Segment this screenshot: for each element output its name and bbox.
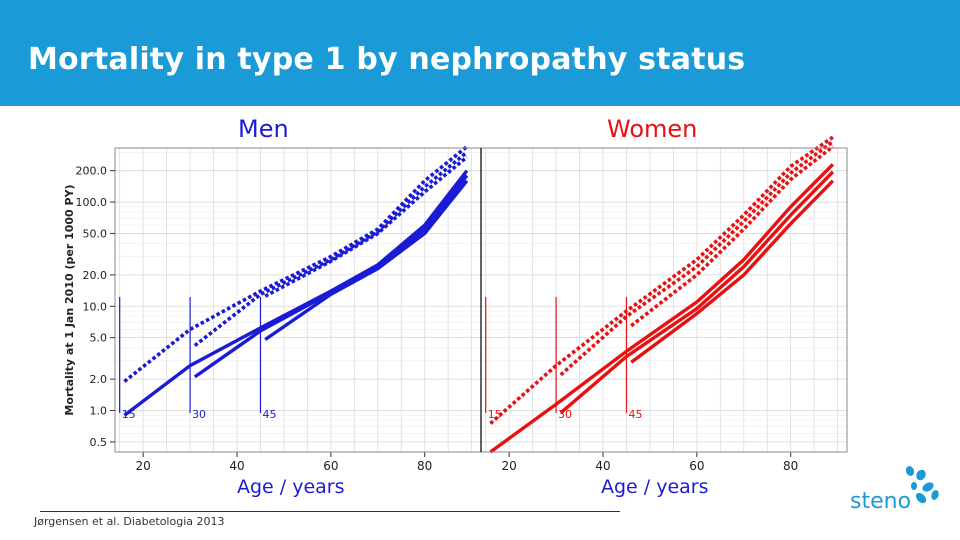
series-line-dotted — [123, 145, 469, 383]
series-line-dotted — [489, 135, 834, 425]
series-line-dotted — [559, 140, 834, 377]
logo-wordmark: steno — [850, 489, 911, 514]
onset-marker-label: 45 — [262, 408, 276, 421]
x-tick-label: 40 — [229, 459, 244, 473]
y-tick-label: 50.0 — [83, 227, 108, 240]
plot-area — [115, 148, 481, 452]
x-tick-label: 20 — [502, 459, 517, 473]
x-tick-label: 80 — [417, 459, 432, 473]
y-tick-label: 10.0 — [83, 300, 108, 313]
series-line-solid — [559, 170, 835, 415]
onset-marker-label: 30 — [192, 408, 206, 421]
y-tick-label: 100.0 — [76, 196, 108, 209]
y-axis-title: Mortality at 1 Jan 2010 (per 1000 PY) — [63, 184, 76, 415]
x-axis-title-women: Age / years — [601, 476, 709, 498]
x-tick-label: 60 — [323, 459, 338, 473]
citation: Jørgensen et al. Diabetologia 2013 — [34, 515, 225, 528]
slide-title: Mortality in type 1 by nephropathy statu… — [28, 42, 746, 77]
series-line-dotted — [630, 145, 835, 328]
onset-marker-label: 45 — [628, 408, 642, 421]
x-tick-label: 20 — [136, 459, 151, 473]
x-tick-label: 40 — [595, 459, 610, 473]
x-tick-label: 60 — [689, 459, 704, 473]
x-tick-label: 80 — [783, 459, 798, 473]
plot-area — [481, 148, 847, 452]
panel-title-women: Women — [607, 115, 698, 143]
x-axis-title-men: Age / years — [237, 476, 345, 498]
steno-logo: steno — [848, 462, 948, 522]
y-tick-label: 20.0 — [83, 269, 108, 282]
series-line-solid — [264, 179, 469, 341]
title-bar: Mortality in type 1 by nephropathy statu… — [0, 0, 960, 106]
footer-rule — [40, 511, 620, 512]
series-line-solid — [489, 163, 835, 454]
y-tick-label: 1.0 — [90, 405, 108, 418]
series-line-dotted — [264, 155, 469, 298]
y-tick-label: 200.0 — [76, 165, 108, 178]
y-tick-label: 0.5 — [90, 436, 108, 449]
y-tick-label: 2.0 — [90, 373, 108, 386]
series-line-solid — [630, 179, 835, 364]
onset-marker-label: 15 — [488, 408, 502, 421]
y-tick-label: 5.0 — [90, 332, 108, 345]
panel-title-men: Men — [238, 115, 289, 143]
